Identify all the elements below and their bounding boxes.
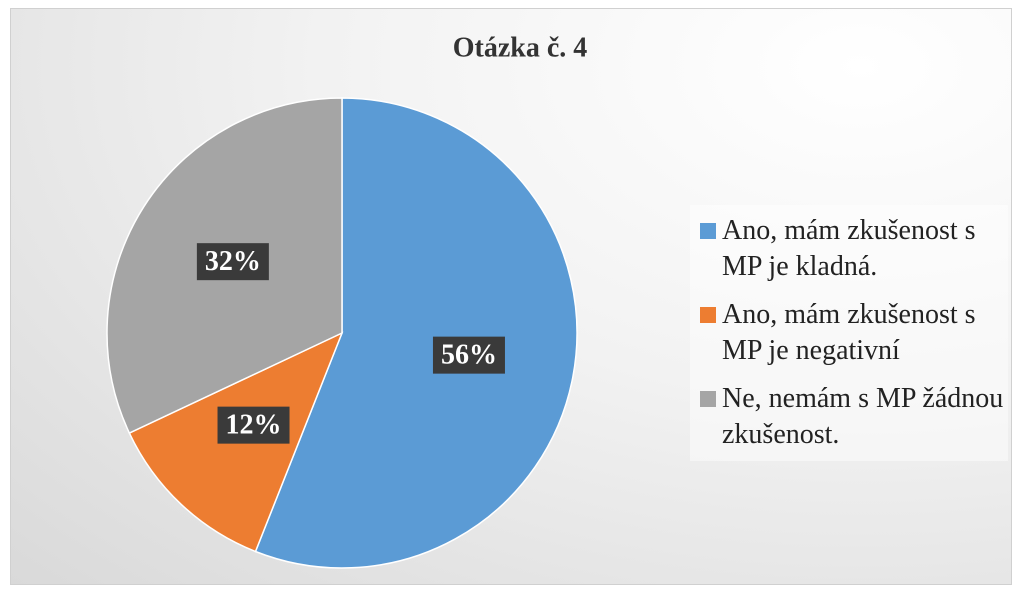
data-label: 12% <box>226 410 282 441</box>
legend-label: Ano, mám zkušenost s MP je negativní <box>722 299 976 366</box>
data-label-group: 32% <box>196 243 269 281</box>
legend: Ano, mám zkušenost s MP je kladná. Ano, m… <box>690 205 1008 461</box>
data-label-group: 56% <box>432 336 505 374</box>
legend-swatch <box>700 223 716 239</box>
legend-label: Ne, nemám s MP žádnou zkušenost. <box>722 383 1004 450</box>
legend-swatch <box>700 391 716 407</box>
data-label: 32% <box>205 246 261 277</box>
legend-swatch <box>700 307 716 323</box>
legend-label: Ano, mám zkušenost s MP je kladná. <box>722 215 976 282</box>
data-label-box <box>432 336 505 374</box>
legend-item: Ne, nemám s MP žádnou zkušenost. <box>690 381 1008 453</box>
data-label-box <box>196 243 269 281</box>
legend-item: Ano, mám zkušenost s MP je kladná. <box>690 213 1008 285</box>
chart-title: Otázka č. 4 <box>453 32 588 63</box>
data-label-group: 12% <box>217 406 290 444</box>
legend-item: Ano, mám zkušenost s MP je negativní <box>690 297 1008 369</box>
data-label-box <box>217 406 290 444</box>
data-label: 56% <box>441 340 497 371</box>
pie-slice <box>254 97 578 569</box>
